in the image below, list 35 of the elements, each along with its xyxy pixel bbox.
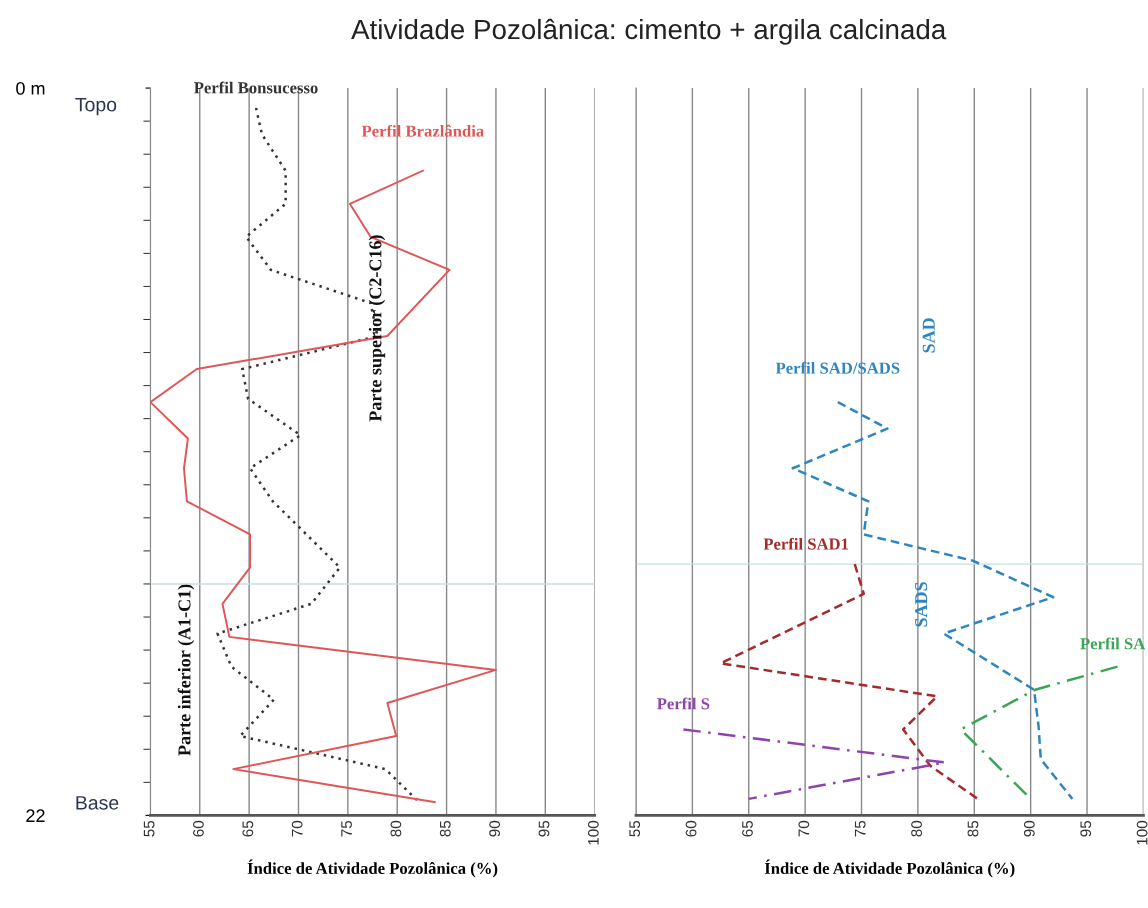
series-label: Perfil SAD1	[763, 537, 849, 550]
x-tick-label: 55	[143, 820, 155, 837]
x-tick-label: 80	[911, 820, 922, 837]
y-tick-label: 0 m	[16, 82, 45, 95]
x-tick-label: 100	[1136, 820, 1148, 845]
annotation: Parte superior (C2-C16)	[368, 235, 386, 422]
x-tick-label: 60	[193, 820, 204, 837]
y-tick-label: 22	[26, 809, 45, 822]
text: Topo	[75, 97, 117, 116]
x-tick-label: 90	[1023, 820, 1035, 837]
x-tick-label: 85	[967, 820, 979, 837]
x-tick-label: 80	[390, 820, 402, 837]
x-tick-label: 55	[629, 820, 641, 837]
x-tick-label: 95	[538, 820, 550, 837]
series-label: Perfil SA	[1080, 637, 1146, 650]
x-tick-label: 75	[341, 820, 352, 837]
series-label: Perfil Bonsucesso	[194, 81, 318, 94]
x-tick-label: 60	[685, 820, 697, 837]
x-tick-label: 75	[854, 820, 866, 837]
x-tick-label: 95	[1080, 820, 1092, 837]
chart-title: Atividade Pozolânica: cimento + argila calcinada	[351, 18, 947, 45]
x-tick-label: 90	[489, 820, 501, 837]
x-tick-label: 85	[439, 820, 451, 837]
x-tick-label: 65	[242, 820, 254, 837]
annotation: SADS	[915, 582, 928, 627]
x-tick-label: 100	[587, 820, 599, 845]
x-axis-title: Índice de Atividade Pozolânica (%)	[764, 859, 1015, 878]
text: Base	[76, 796, 119, 810]
x-tick-label: 70	[291, 820, 303, 837]
annotation: Parte inferior (A1-C1)	[177, 584, 195, 756]
x-tick-label: 70	[798, 820, 810, 837]
x-tick-label: 65	[742, 820, 753, 837]
annotation: SAD	[922, 318, 935, 353]
line-series	[150, 169, 497, 804]
x-axis-title: Índice de Atividade Pozolânica (%)	[247, 859, 498, 878]
